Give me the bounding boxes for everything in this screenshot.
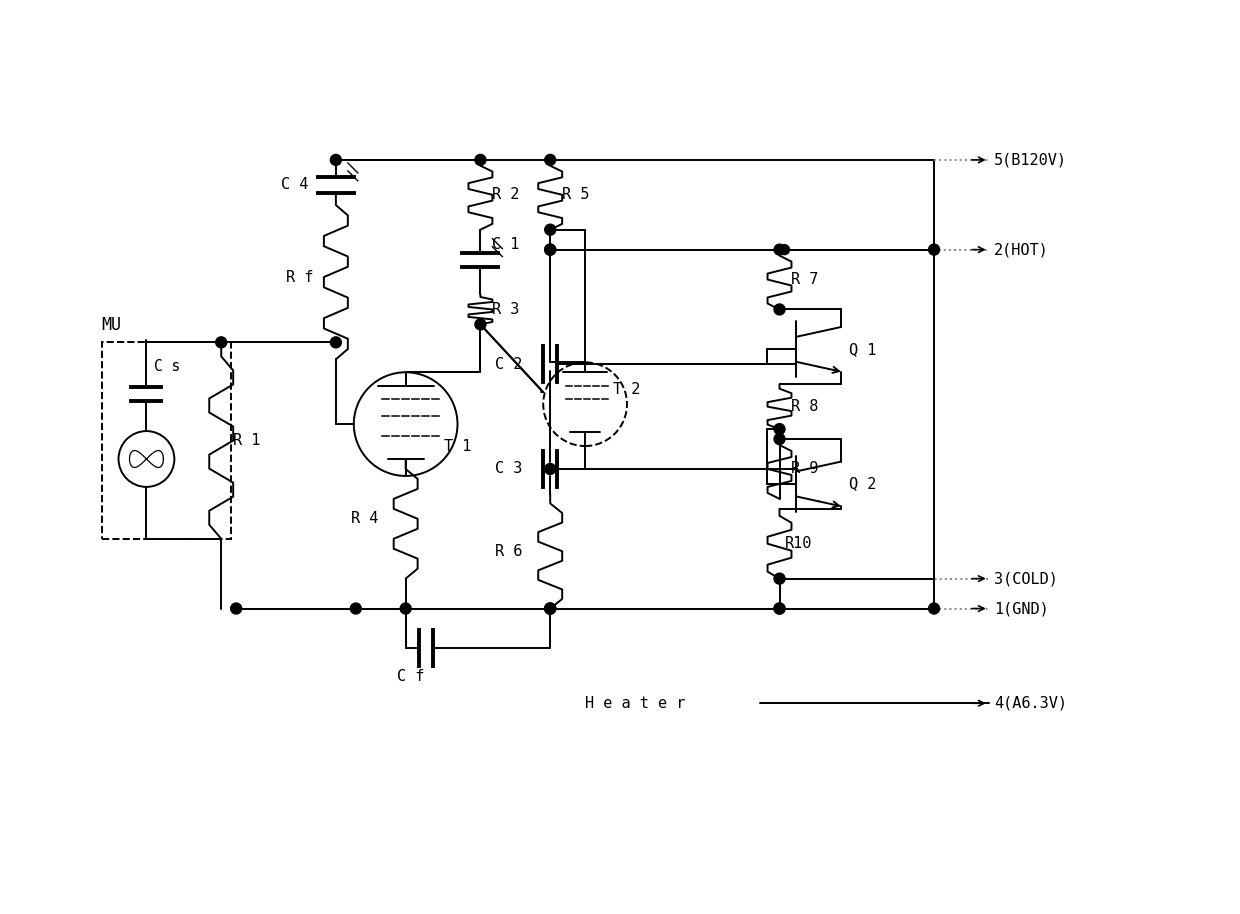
Circle shape (401, 603, 412, 614)
Circle shape (775, 574, 785, 584)
Text: C 2: C 2 (495, 356, 523, 372)
Text: C f: C f (397, 669, 424, 684)
Circle shape (544, 244, 556, 255)
Text: C 4: C 4 (281, 177, 309, 192)
Text: R 1: R 1 (233, 433, 260, 448)
Circle shape (330, 154, 341, 165)
Text: T 1: T 1 (444, 439, 471, 453)
Text: Q 2: Q 2 (849, 476, 877, 492)
Circle shape (216, 337, 227, 348)
Circle shape (351, 603, 361, 614)
Circle shape (544, 603, 556, 614)
Text: Q 1: Q 1 (849, 342, 877, 356)
Text: C s: C s (155, 359, 181, 374)
Text: 3(COLD): 3(COLD) (994, 571, 1058, 586)
Text: C 1: C 1 (492, 237, 520, 252)
Circle shape (544, 463, 556, 474)
Text: 5(B120V): 5(B120V) (994, 153, 1066, 167)
Text: R 5: R 5 (562, 187, 589, 202)
Circle shape (774, 433, 785, 444)
Circle shape (774, 423, 785, 434)
Text: R 7: R 7 (791, 272, 818, 287)
Text: 4(A6.3V): 4(A6.3V) (994, 696, 1066, 711)
Bar (102, 343, 231, 538)
Text: T 2: T 2 (613, 382, 640, 397)
Circle shape (475, 154, 486, 165)
Text: R 9: R 9 (791, 462, 818, 476)
Circle shape (780, 245, 790, 255)
Circle shape (544, 224, 556, 235)
Circle shape (544, 244, 556, 255)
Circle shape (231, 603, 242, 614)
Circle shape (774, 304, 785, 315)
Circle shape (475, 319, 486, 330)
Circle shape (544, 154, 556, 165)
Circle shape (774, 573, 785, 584)
Text: R f: R f (286, 270, 314, 284)
Circle shape (774, 244, 785, 255)
Text: C 3: C 3 (495, 462, 523, 476)
Circle shape (929, 244, 940, 255)
Circle shape (929, 603, 940, 614)
Text: R 6: R 6 (495, 544, 523, 558)
Text: MU: MU (102, 316, 122, 335)
Text: 2(HOT): 2(HOT) (994, 242, 1049, 257)
Text: 1(GND): 1(GND) (994, 601, 1049, 616)
Circle shape (774, 603, 785, 614)
Text: R 8: R 8 (791, 399, 818, 414)
Text: H e a t e r: H e a t e r (585, 696, 686, 711)
Text: R10: R10 (785, 537, 812, 551)
Circle shape (544, 603, 556, 614)
Circle shape (330, 337, 341, 348)
Text: R 4: R 4 (351, 511, 378, 526)
Circle shape (774, 603, 785, 614)
Circle shape (544, 603, 556, 614)
Text: R 3: R 3 (492, 302, 520, 317)
Text: R 2: R 2 (492, 187, 520, 202)
